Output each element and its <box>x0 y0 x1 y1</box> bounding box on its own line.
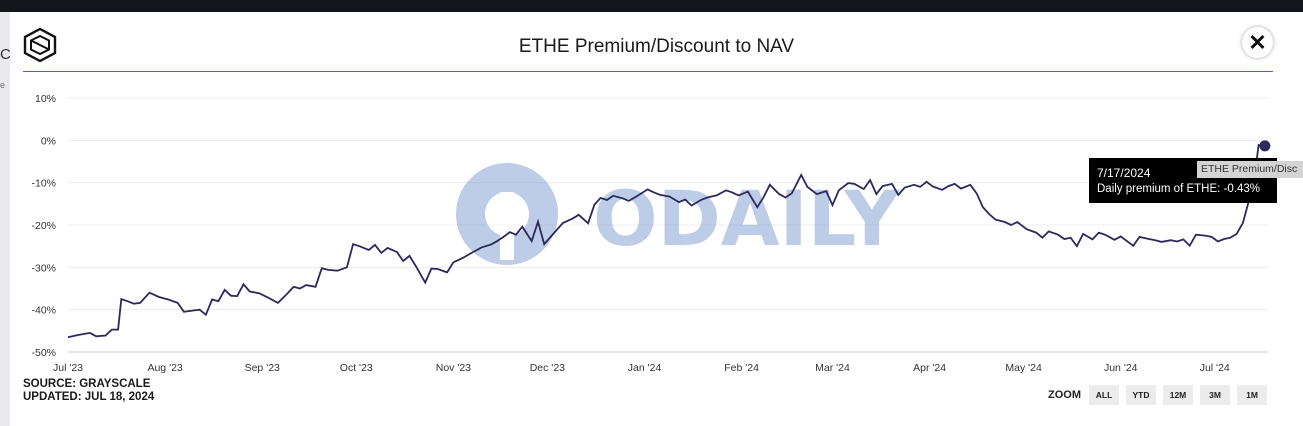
y-tick-label: 0% <box>41 135 56 147</box>
x-tick-label: Aug '23 <box>147 362 182 374</box>
source-label: SOURCE: GRAYSCALE <box>23 378 151 390</box>
x-tick-label: Jul '24 <box>1200 362 1230 374</box>
series-line-ethe-premium <box>67 143 1266 339</box>
x-tick-label: Apr '24 <box>913 362 946 374</box>
grayscale-logo-icon <box>23 28 57 62</box>
zoom-controls: ZOOM ALL YTD 12M 3M 1M <box>1048 384 1267 406</box>
x-tick-label: Mar '24 <box>815 362 850 374</box>
y-tick-label: -20% <box>31 220 56 232</box>
x-tick-label: Jan '24 <box>628 362 662 374</box>
chart-svg: 10% 0% -10% -20% -30% -40% -50% Jul '23 Aug '23… <box>31 93 1271 374</box>
chart-modal: ETHE Premium/Discount to NAV ✕ 10% 0% -10%… <box>10 12 1303 426</box>
updated-label: UPDATED: JUL 18, 2024 <box>23 391 155 403</box>
hover-point[interactable] <box>1259 140 1271 152</box>
tooltip-date: 7/17/2024 <box>1097 166 1151 180</box>
grid-lines <box>68 97 1268 353</box>
background-peek-text: C <box>0 46 11 63</box>
chart-title: ETHE Premium/Discount to NAV <box>518 36 795 57</box>
zoom-1m-button[interactable]: 1M <box>1237 385 1267 405</box>
x-tick-label: Nov '23 <box>436 362 471 374</box>
x-tick-label: Dec '23 <box>530 362 565 374</box>
y-tick-label: -50% <box>31 347 56 359</box>
tooltip-value: Daily premium of ETHE: -0.43% <box>1097 183 1260 195</box>
zoom-ytd-button[interactable]: YTD <box>1126 385 1156 405</box>
source-note: SOURCE: GRAYSCALE UPDATED: JUL 18, 2024 <box>23 378 154 404</box>
x-tick-label: Sep '23 <box>245 362 280 374</box>
y-tick-label: -30% <box>31 262 56 274</box>
tooltip-series-tag: ETHE Premium/Disc <box>1197 161 1303 178</box>
x-tick-label: Feb '24 <box>724 362 759 374</box>
watermark-text: ODAILY <box>593 174 900 263</box>
zoom-all-button[interactable]: ALL <box>1089 385 1119 405</box>
zoom-12m-button[interactable]: 12M <box>1163 385 1193 405</box>
y-tick-label: -10% <box>31 178 56 190</box>
close-button[interactable]: ✕ <box>1242 27 1273 58</box>
y-tick-label: 10% <box>35 93 56 105</box>
y-tick-label: -40% <box>31 305 56 317</box>
zoom-label: ZOOM <box>1048 389 1081 401</box>
x-axis-ticks: Jul '23 Aug '23 Sep '23 Oct '23 Nov '23 Dec '… <box>53 362 1230 374</box>
x-tick-label: Jun '24 <box>1104 362 1138 374</box>
background-page-strip <box>0 0 1303 12</box>
x-tick-label: Oct '23 <box>340 362 373 374</box>
zoom-3m-button[interactable]: 3M <box>1200 385 1230 405</box>
title-divider <box>23 71 1273 72</box>
close-icon: ✕ <box>1248 29 1267 55</box>
watermark: ODAILY <box>456 163 900 265</box>
x-tick-label: Jul '23 <box>53 362 83 374</box>
background-peek-text-2: e <box>0 80 6 90</box>
x-tick-label: May '24 <box>1005 362 1042 374</box>
background-page-edge: C e <box>0 12 11 426</box>
y-axis-ticks: 10% 0% -10% -20% -30% -40% -50% <box>31 93 56 359</box>
